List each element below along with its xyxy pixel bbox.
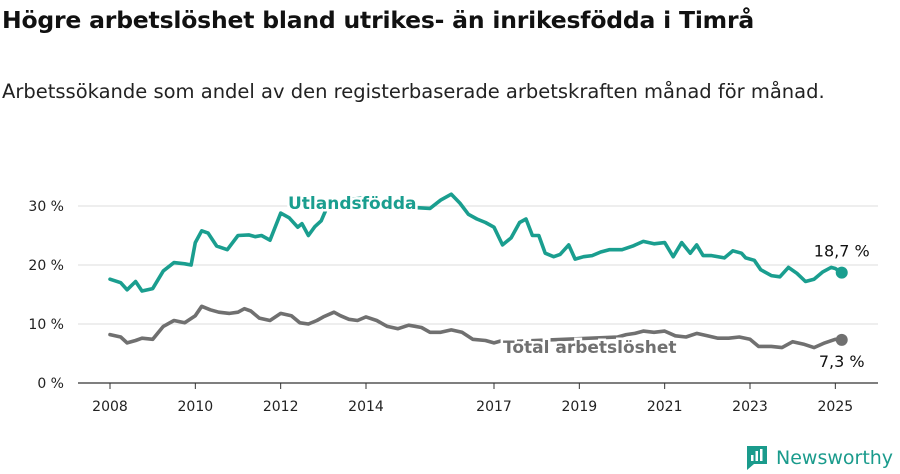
- x-tick-label: 2008: [92, 399, 128, 415]
- x-tick-label: 2012: [263, 399, 299, 415]
- series-line-utlandsfodda: [108, 192, 844, 293]
- x-tick-label: 2014: [348, 399, 384, 415]
- x-tick-label: 2023: [732, 399, 768, 415]
- y-tick-label: 0 %: [37, 376, 64, 392]
- newsworthy-logo-icon: [747, 446, 767, 470]
- y-tick-label: 30 %: [28, 199, 64, 215]
- x-tick-label: 2017: [476, 399, 512, 415]
- x-tick-label: 2025: [818, 399, 854, 415]
- x-tick-label: 2019: [562, 399, 598, 415]
- end-label-utlandsfodda: 18,7 %: [814, 242, 870, 261]
- end-point-utlandsfodda: [835, 266, 848, 279]
- x-tick-label: 2021: [647, 399, 683, 415]
- end-point-total: [835, 333, 848, 346]
- brand-logo: Newsworthy: [746, 443, 893, 473]
- series-label-utlandsfodda: Utlandsfödda: [288, 194, 417, 214]
- y-tick-label: 20 %: [28, 258, 64, 274]
- series-label-total: Total arbetslöshet: [503, 338, 677, 358]
- brand-name: Newsworthy: [776, 447, 894, 469]
- y-tick-label: 10 %: [28, 317, 64, 333]
- x-tick-label: 2010: [178, 399, 214, 415]
- end-label-total: 7,3 %: [819, 352, 865, 371]
- chart-title: Högre arbetslöshet bland utrikes- än inr…: [2, 6, 755, 34]
- chart-subtitle: Arbetssökande som andel av den registerb…: [2, 80, 825, 103]
- series-line-total: [108, 304, 844, 350]
